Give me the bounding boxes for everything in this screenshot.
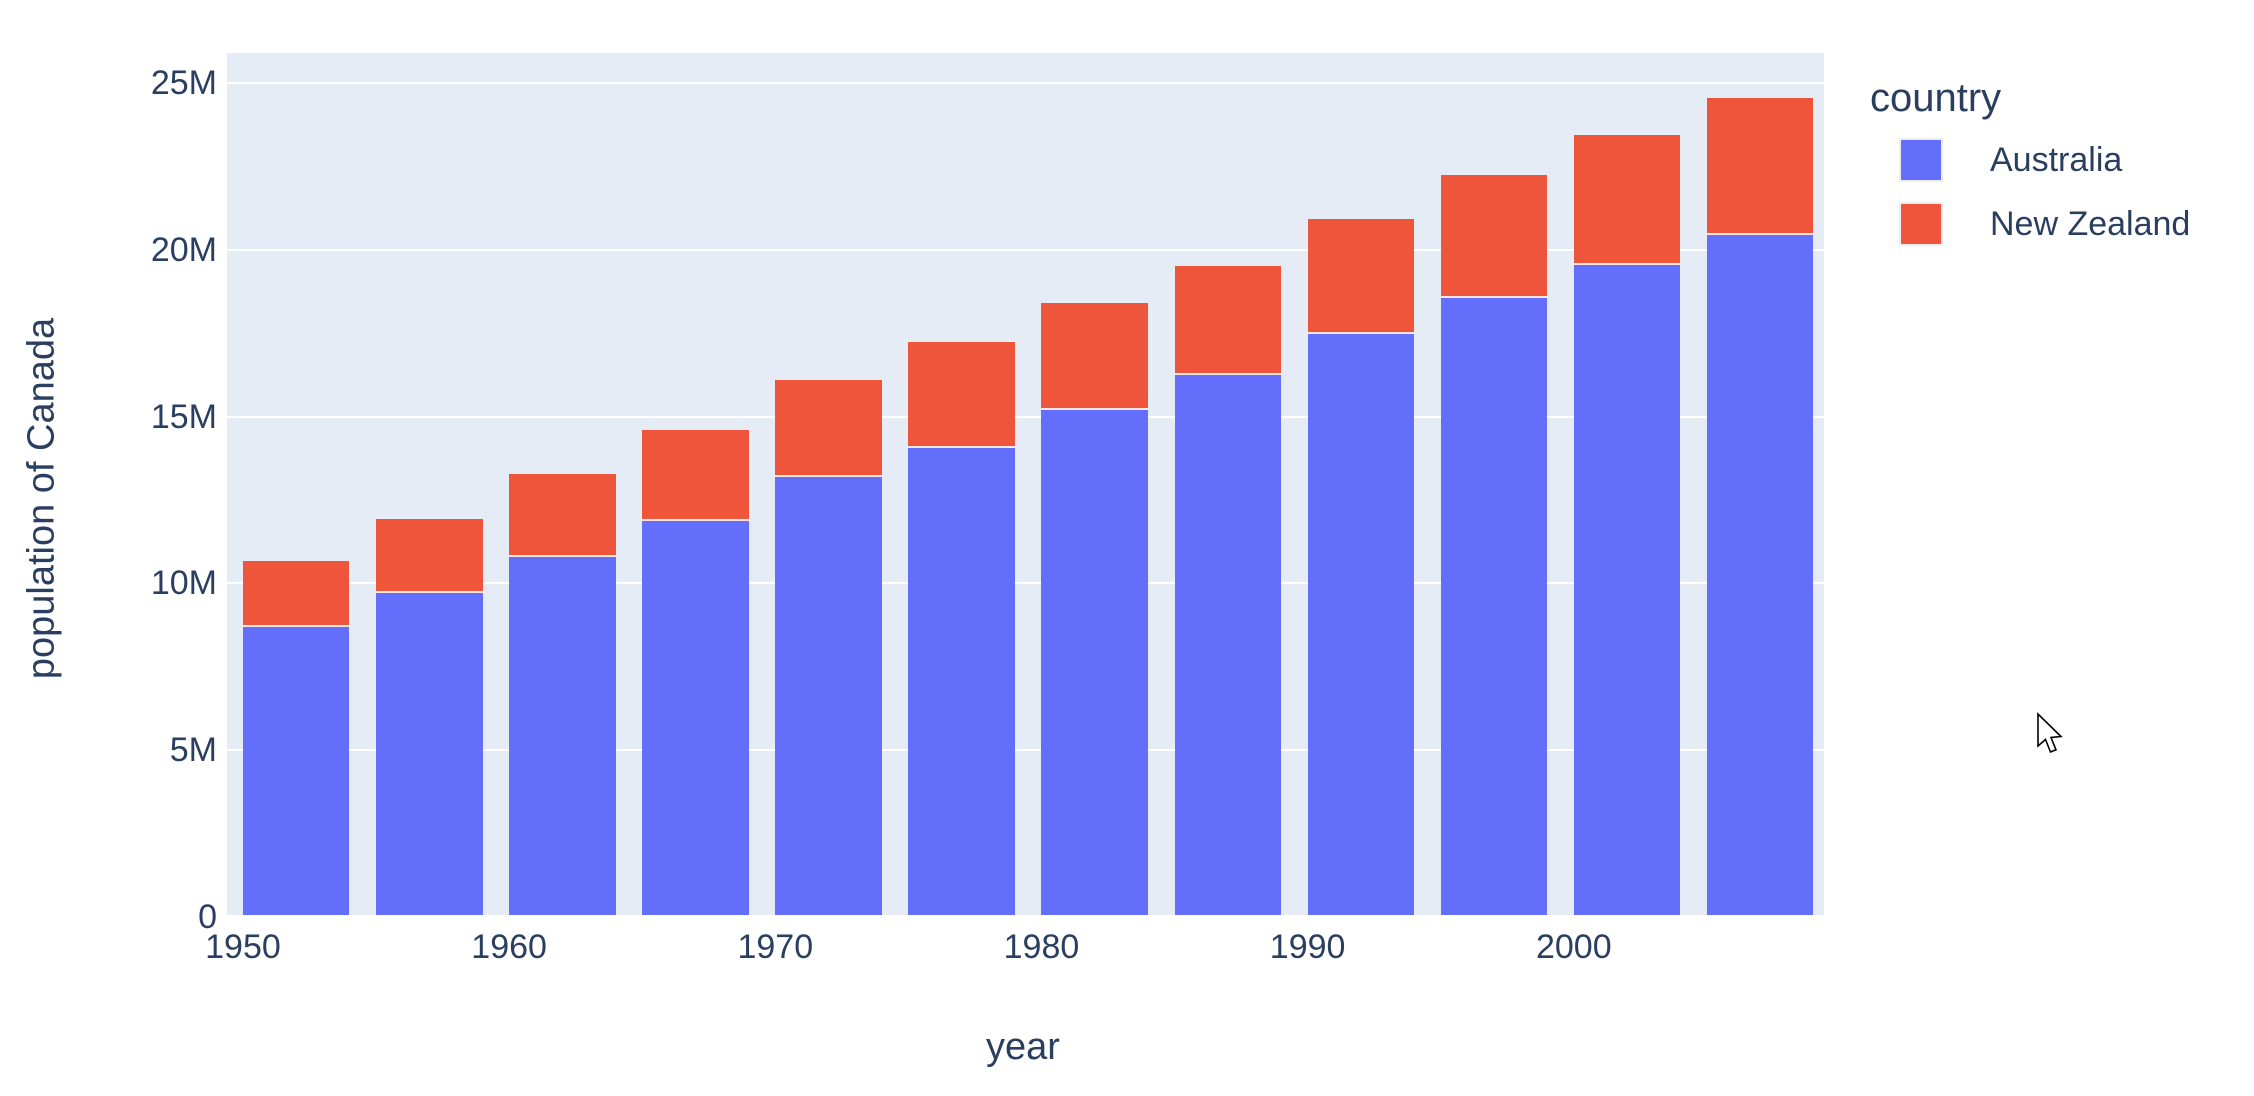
bar-1997-new-zealand[interactable]	[1440, 175, 1548, 298]
y-tick-label-15M: 15M	[150, 397, 217, 436]
bar-1982-australia[interactable]	[1041, 410, 1148, 917]
y-tick-label-5M: 5M	[169, 731, 217, 770]
bar-1992-new-zealand[interactable]	[1307, 219, 1415, 334]
x-tick-label-2000: 2000	[1535, 928, 1612, 966]
bar-1977-new-zealand[interactable]	[908, 341, 1015, 448]
bar-1982-new-zealand[interactable]	[1041, 303, 1148, 411]
gridline-15M	[227, 415, 1824, 418]
plot-area	[227, 53, 1824, 917]
x-tick-label-1990: 1990	[1269, 928, 1346, 966]
bar-1987-australia[interactable]	[1174, 374, 1281, 917]
bar-1972-australia[interactable]	[775, 477, 882, 917]
x-tick-label-1960: 1960	[471, 928, 547, 966]
x-tick-label-1950: 1950	[205, 928, 281, 966]
bar-1962-australia[interactable]	[509, 556, 616, 917]
bar-2002-new-zealand[interactable]	[1573, 134, 1681, 265]
bar-1997-australia[interactable]	[1440, 297, 1548, 917]
gridline-20M	[227, 248, 1824, 251]
y-tick-label-20M: 20M	[150, 230, 217, 269]
x-tick-label-1970: 1970	[737, 928, 814, 966]
bar-1962-new-zealand[interactable]	[509, 473, 616, 557]
bar-1952-new-zealand[interactable]	[242, 560, 350, 628]
legend-item-new-zealand[interactable]: New Zealand	[1901, 204, 2190, 244]
x-axis-title: year	[986, 1026, 1060, 1068]
bar-1972-new-zealand[interactable]	[775, 379, 882, 478]
legend-item-australia[interactable]: Australia	[1901, 140, 2122, 180]
legend-label: Australia	[1990, 141, 2123, 179]
bar-1967-australia[interactable]	[642, 520, 749, 917]
y-tick-label-0: 0	[198, 898, 217, 936]
legend-swatch-new-zealand	[1901, 204, 1941, 244]
bar-1957-australia[interactable]	[376, 592, 483, 917]
y-axis-title: population of Canada	[20, 317, 63, 680]
bar-1977-australia[interactable]	[908, 447, 1015, 917]
mouse-cursor	[2037, 712, 2063, 754]
gridline-25M	[227, 82, 1824, 85]
y-tick-label-25M: 25M	[150, 64, 217, 103]
gridline-10M	[227, 582, 1824, 585]
y-tick-label-10M: 10M	[150, 564, 217, 603]
bar-2007-new-zealand[interactable]	[1706, 98, 1814, 236]
bar-2002-australia[interactable]	[1573, 264, 1681, 917]
legend-swatch-australia	[1901, 140, 1941, 180]
bar-1952-australia[interactable]	[242, 627, 350, 917]
bar-1987-new-zealand[interactable]	[1174, 265, 1281, 375]
bar-1957-new-zealand[interactable]	[376, 518, 483, 593]
bar-1992-australia[interactable]	[1307, 333, 1415, 917]
x-axis-zero-line	[227, 915, 1824, 917]
bar-1967-new-zealand[interactable]	[642, 429, 749, 521]
x-tick-label-1980: 1980	[1003, 928, 1080, 966]
legend-label: New Zealand	[1990, 205, 2191, 243]
bar-2007-australia[interactable]	[1706, 235, 1814, 917]
legend-title: country	[1870, 76, 2002, 120]
gridline-5M	[227, 749, 1824, 752]
